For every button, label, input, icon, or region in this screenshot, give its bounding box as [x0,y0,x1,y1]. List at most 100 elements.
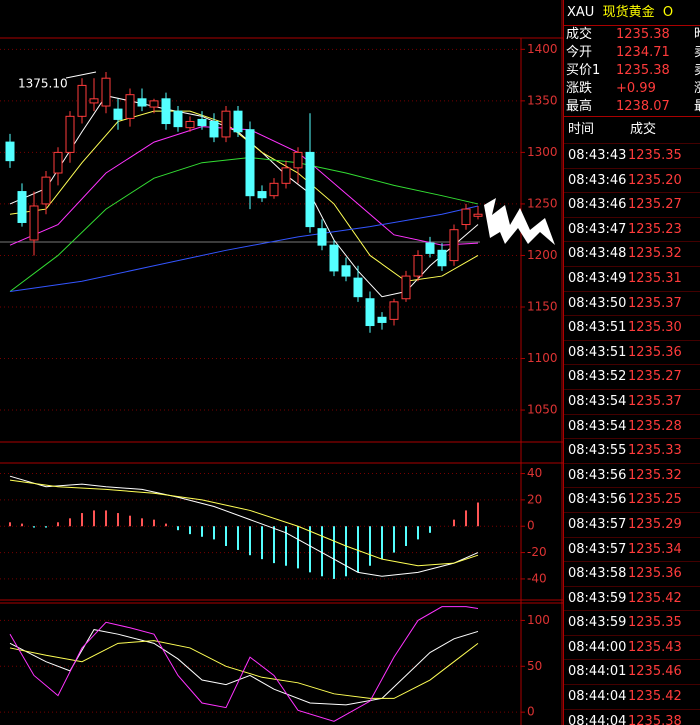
trade-row: 08:43:55 1235.33 [564,438,700,463]
candle-body [5,141,15,162]
ma-line [9,126,479,246]
y-tick-label: 1100 [527,351,558,365]
candle-body [281,167,291,184]
quote-row: 今开 1234.71 卖 [564,44,700,62]
trade-row: 08:43:56 1235.32 [564,462,700,488]
y-tick-label: 1350 [527,93,558,107]
trade-row: 08:43:59 1235.42 [564,585,700,611]
trade-time: 08:43:51 [568,344,627,360]
trade-time: 08:44:01 [568,664,627,680]
code: XAU [567,5,595,20]
annotation: 1375.10 [18,77,68,91]
trade-time: 08:44:04 [568,713,627,725]
y-tick-label: -40 [527,571,547,585]
trade-time: 08:43:56 [568,467,627,483]
trade-price: 1235.30 [628,320,682,336]
candle-body [305,151,315,228]
quote-label2: 卖 [694,44,700,62]
quote-rows: 成交1235.38昨今开1234.71卖买价11235.38卖涨跌+0.99涨最… [564,26,700,116]
y-tick-label: 100 [527,613,550,627]
quote-row: 涨跌 +0.99 涨 [564,80,700,98]
trade-price: 1235.36 [628,344,682,360]
ma-line [9,157,479,292]
trade-row: 08:43:54 1235.37 [564,388,700,414]
macd-line [9,475,479,577]
candle-body [245,129,255,197]
trade-time: 08:43:49 [568,270,627,286]
col-time: 时间 [568,122,595,137]
trade-time: 08:43:51 [568,320,627,336]
quote-label: 最高 [566,99,593,114]
candle-body [53,151,63,174]
candle-body [101,77,111,107]
y-tick-label: 1300 [527,145,558,159]
trade-price: 1235.46 [628,664,682,680]
trade-price: 1235.38 [628,713,682,725]
trade-time: 08:43:54 [568,418,627,434]
candle-body [401,275,411,300]
quote-label2: 昨 [694,26,700,44]
name: 现货黄金 [602,5,655,20]
trade-time: 08:43:57 [568,516,627,532]
y-tick-label: -20 [527,545,547,559]
trade-time: 08:43:48 [568,246,627,262]
candle-body [173,110,183,128]
candle-body [65,115,75,153]
arrow-shapes [484,198,555,245]
trade-row: 08:44:01 1235.46 [564,659,700,684]
trade-row: 08:43:57 1235.34 [564,536,700,562]
candle-body [125,94,135,119]
y-tick-label: 0 [527,519,535,533]
trade-header: 时间 成交 [564,116,700,143]
candle-body [317,228,327,246]
trade-price: 1235.35 [628,615,682,631]
candle-body [293,151,303,169]
candle-body [149,100,159,108]
candle-body [137,98,147,107]
y-tick-label: 50 [527,659,542,673]
extra: O [662,5,674,20]
candle-body [161,98,171,125]
trade-time: 08:43:57 [568,541,627,557]
quote-label2: 最 [694,98,700,116]
trade-time: 08:43:46 [568,197,627,213]
trade-row: 08:43:49 1235.31 [564,265,700,291]
trade-price: 1235.32 [628,467,682,483]
trade-time: 08:43:54 [568,393,627,409]
trade-time: 08:43:47 [568,221,627,237]
quote-label: 买价1 [566,63,601,78]
trade-time: 08:43:56 [568,492,627,508]
cursor-artifact [484,198,555,245]
candle-body [77,84,87,117]
y-tick-label: 1150 [527,299,558,313]
candle-body [257,191,267,199]
quote-value: 1238.07 [616,99,670,114]
trade-price: 1235.29 [628,516,682,532]
candle-body [221,110,231,138]
col-price: 成交 [630,122,657,137]
quote-value: 1234.71 [616,45,670,60]
candle-body [41,176,51,205]
trade-price: 1235.25 [628,492,682,508]
trade-row: 08:43:50 1235.37 [564,290,700,316]
trade-price: 1235.23 [628,221,682,237]
quote-panel: XAU 现货黄金 O 成交1235.38昨今开1234.71卖买价11235.3… [563,0,700,725]
quote-value: 1235.38 [616,27,670,42]
candle-body [473,213,483,217]
quote-row: 买价1 1235.38 卖 [564,62,700,80]
trade-row: 08:43:58 1235.36 [564,561,700,586]
candle-body [29,205,39,241]
header: XAU 现货黄金 O [564,0,700,26]
ma-line [9,110,479,282]
y-tick-label: 1400 [527,42,558,56]
ma-line [9,205,479,293]
trade-price: 1235.42 [628,689,682,705]
y-tick-label: 40 [527,466,542,480]
trade-row: 08:43:47 1235.23 [564,216,700,242]
trade-time: 08:43:55 [568,443,627,459]
y-tick-label: 1250 [527,196,558,210]
trade-time: 08:43:58 [568,566,627,582]
trade-time: 08:44:00 [568,639,627,655]
macd-line [9,479,479,567]
